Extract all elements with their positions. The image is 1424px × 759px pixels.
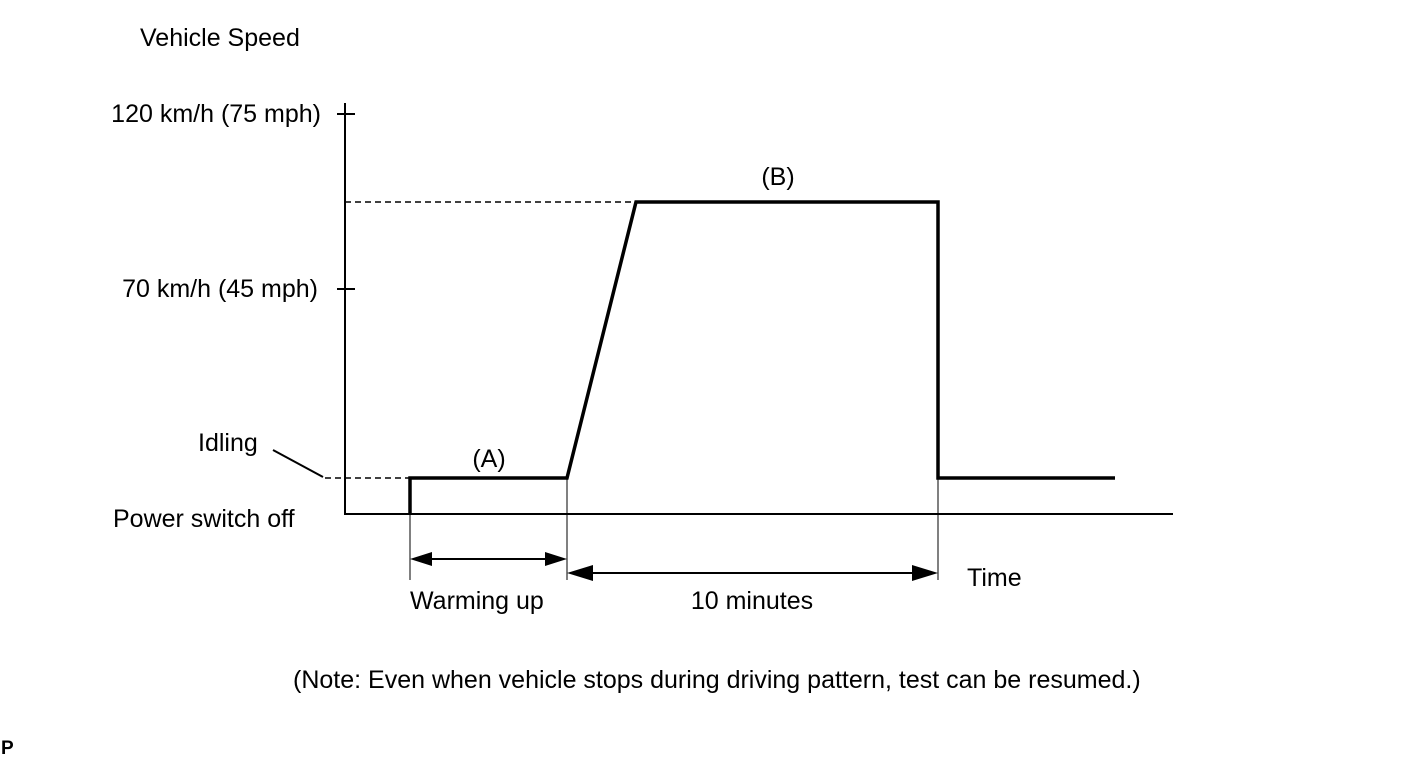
phase-a-label: (A) [472, 445, 505, 473]
duration-arrow-left-icon [567, 565, 593, 581]
corner-mark: P [1, 738, 14, 759]
x-axis-title: Time [967, 564, 1022, 592]
power-off-label: Power switch off [113, 505, 295, 533]
y-tick-high-label: 120 km/h (75 mph) [111, 100, 321, 128]
idling-leader-line [272, 449, 324, 478]
duration-label: 10 minutes [691, 587, 813, 615]
phase-b-label: (B) [761, 163, 794, 191]
idling-label: Idling [198, 429, 258, 457]
speed-profile-line [408, 200, 1115, 514]
duration-arrow-right-icon [912, 565, 938, 581]
note-text: (Note: Even when vehicle stops during dr… [293, 666, 1141, 694]
warming-label: Warming up [410, 587, 544, 615]
y-tick-mid-label: 70 km/h (45 mph) [122, 275, 318, 303]
warming-arrow-left-icon [410, 552, 432, 566]
y-axis-title: Vehicle Speed [140, 24, 300, 52]
warming-arrow-right-icon [545, 552, 567, 566]
